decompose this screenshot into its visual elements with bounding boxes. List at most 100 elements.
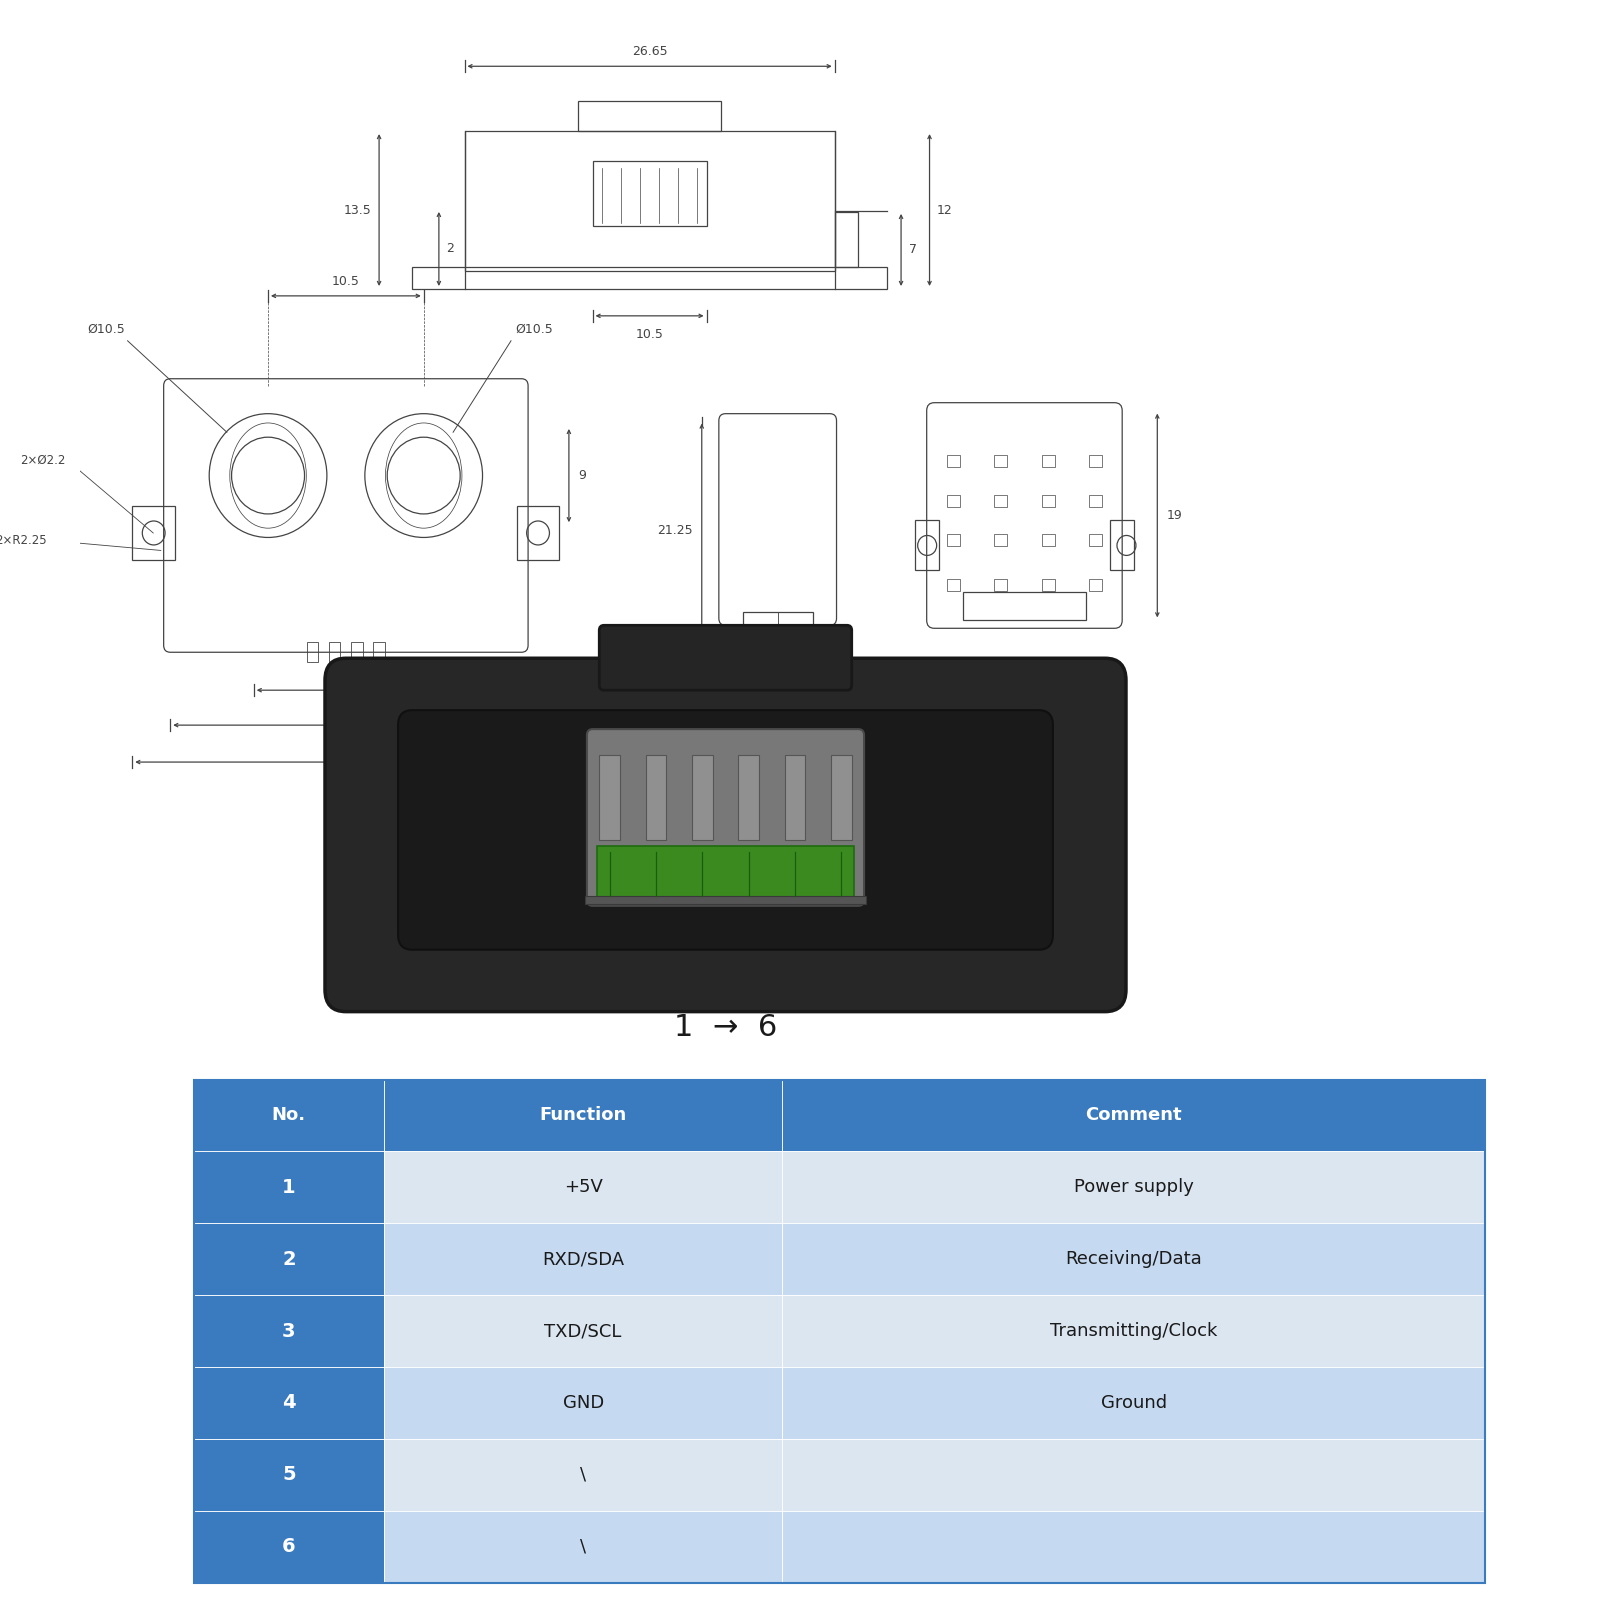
Bar xyxy=(947,494,960,507)
Bar xyxy=(194,1224,384,1294)
Bar xyxy=(1090,494,1102,507)
Bar xyxy=(597,846,854,898)
Text: Comment: Comment xyxy=(1085,1107,1182,1125)
Text: 2×Ø2.2: 2×Ø2.2 xyxy=(21,454,66,467)
Bar xyxy=(1090,579,1102,592)
Text: \: \ xyxy=(581,1466,586,1483)
Bar xyxy=(915,520,939,570)
Bar xyxy=(1042,494,1054,507)
Bar xyxy=(645,755,667,840)
Text: 3: 3 xyxy=(282,1322,296,1341)
Bar xyxy=(947,454,960,467)
Bar xyxy=(1042,534,1054,547)
Bar xyxy=(782,1366,1485,1438)
Text: 13.5: 13.5 xyxy=(344,203,371,216)
Bar xyxy=(994,534,1008,547)
Text: 30.5: 30.5 xyxy=(331,738,360,750)
Text: Power supply: Power supply xyxy=(1074,1178,1194,1197)
Text: 7: 7 xyxy=(909,243,917,256)
Text: +5V: +5V xyxy=(563,1178,603,1197)
Bar xyxy=(782,1080,1485,1152)
Bar xyxy=(782,1294,1485,1366)
Bar xyxy=(1090,454,1102,467)
Text: 19: 19 xyxy=(1166,509,1182,522)
Text: No.: No. xyxy=(272,1107,306,1125)
Text: Ø10.5: Ø10.5 xyxy=(515,323,554,336)
Bar xyxy=(782,1152,1485,1224)
Text: 9: 9 xyxy=(578,469,586,482)
Bar xyxy=(835,213,858,267)
Bar xyxy=(947,579,960,592)
Bar xyxy=(994,454,1008,467)
Bar xyxy=(307,642,318,662)
FancyBboxPatch shape xyxy=(600,626,851,690)
Bar xyxy=(578,101,720,131)
Bar xyxy=(194,1080,384,1152)
FancyBboxPatch shape xyxy=(587,730,864,906)
Bar xyxy=(464,131,835,270)
Text: GND: GND xyxy=(563,1394,603,1411)
Text: 26.65: 26.65 xyxy=(632,45,667,58)
Bar xyxy=(586,896,866,904)
Text: Receiving/Data: Receiving/Data xyxy=(1066,1250,1202,1269)
Bar xyxy=(947,534,960,547)
Bar xyxy=(1042,579,1054,592)
Bar xyxy=(352,642,363,662)
Bar xyxy=(517,506,560,560)
Bar xyxy=(784,755,805,840)
FancyBboxPatch shape xyxy=(325,658,1126,1011)
Text: 1  →  6: 1 → 6 xyxy=(674,1013,778,1042)
Bar xyxy=(1090,534,1102,547)
Bar xyxy=(782,1224,1485,1294)
Text: 5: 5 xyxy=(282,1466,296,1485)
Bar xyxy=(830,755,851,840)
Bar xyxy=(373,642,384,662)
Text: 2: 2 xyxy=(446,243,454,256)
Bar xyxy=(691,755,712,840)
Bar xyxy=(384,1366,782,1438)
Text: 4: 4 xyxy=(282,1394,296,1413)
Text: Ground: Ground xyxy=(1101,1394,1166,1411)
Bar xyxy=(194,1510,384,1582)
Text: \: \ xyxy=(581,1538,586,1555)
Text: 18: 18 xyxy=(338,702,354,715)
Text: 10.5: 10.5 xyxy=(635,328,664,341)
Bar xyxy=(963,592,1086,621)
Bar xyxy=(194,1366,384,1438)
Text: Transmitting/Clock: Transmitting/Clock xyxy=(1050,1322,1218,1341)
Text: 21.25: 21.25 xyxy=(656,523,693,538)
Bar xyxy=(994,494,1008,507)
Bar xyxy=(742,613,813,640)
Text: 6: 6 xyxy=(282,1538,296,1557)
Bar xyxy=(384,1510,782,1582)
Bar xyxy=(194,1438,384,1510)
FancyBboxPatch shape xyxy=(398,710,1053,950)
Bar xyxy=(194,1294,384,1366)
Bar xyxy=(600,755,621,840)
Text: Ø10.5: Ø10.5 xyxy=(86,323,125,336)
Bar xyxy=(994,579,1008,592)
Text: 12: 12 xyxy=(938,203,954,216)
Bar xyxy=(1110,520,1133,570)
Text: 10.5: 10.5 xyxy=(331,275,360,288)
Text: 2: 2 xyxy=(282,1250,296,1269)
Bar xyxy=(413,267,886,290)
Bar xyxy=(384,1152,782,1224)
Bar xyxy=(194,1080,1485,1582)
Text: Function: Function xyxy=(539,1107,627,1125)
Bar xyxy=(384,1224,782,1294)
Bar xyxy=(738,755,758,840)
Bar xyxy=(384,1080,782,1152)
Bar xyxy=(782,1510,1485,1582)
Bar xyxy=(194,1152,384,1224)
Text: RXD/SDA: RXD/SDA xyxy=(542,1250,624,1269)
Bar xyxy=(1042,454,1054,467)
Text: 35: 35 xyxy=(338,774,354,787)
Bar xyxy=(384,1294,782,1366)
Text: 2×R2.25: 2×R2.25 xyxy=(0,534,46,547)
Bar xyxy=(330,642,341,662)
Text: 1: 1 xyxy=(282,1178,296,1197)
Bar xyxy=(782,1438,1485,1510)
Text: TXD/SCL: TXD/SCL xyxy=(544,1322,622,1341)
Bar xyxy=(384,1438,782,1510)
